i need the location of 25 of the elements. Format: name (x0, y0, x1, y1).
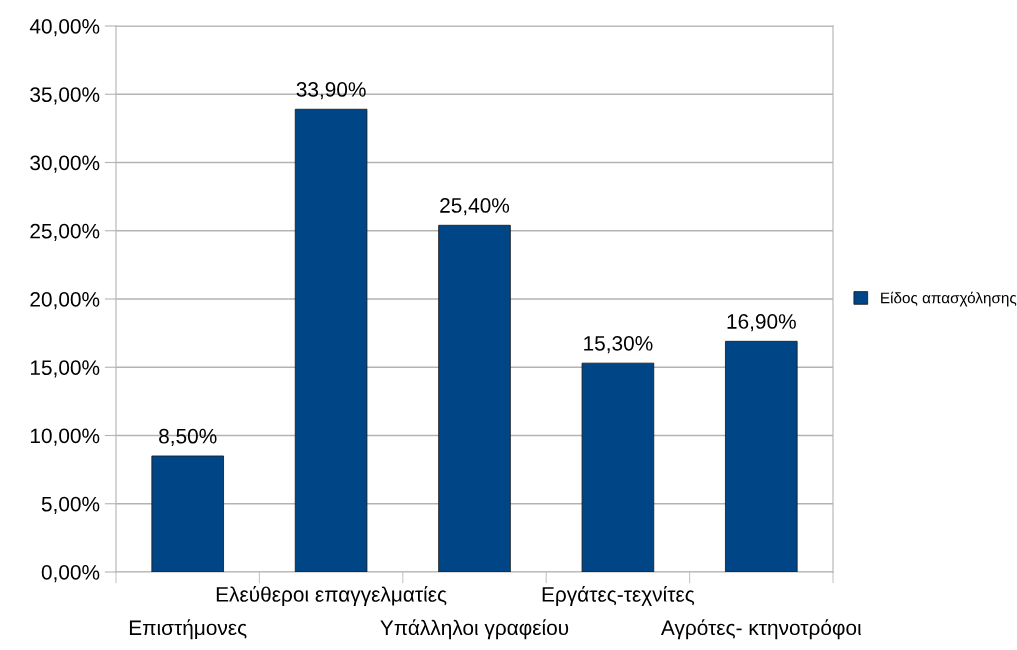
bar (581, 362, 655, 572)
x-tick-label: Αγρότες- κτηνοτρόφοι (660, 619, 862, 640)
y-tick-label: 40,00% (29, 19, 100, 37)
data-label: 25,40% (440, 198, 510, 216)
bar (438, 224, 511, 572)
bar (725, 340, 798, 572)
x-tick-label: Εργάτες-τεχνίτες (542, 585, 695, 606)
bar (151, 455, 224, 572)
legend-label: Είδος απασχόλησης (881, 291, 1017, 307)
x-tick-label: Επιστήμονες (129, 619, 247, 640)
x-tick-label: Ελεύθεροι επαγγελματίες (216, 585, 447, 606)
data-label: 16,90% (727, 314, 796, 332)
y-tick-label: 15,00% (30, 360, 100, 378)
data-label: 8,50% (159, 428, 217, 446)
bar (294, 108, 368, 572)
y-tick-label: 0,00% (41, 565, 100, 583)
y-tick-label: 10,00% (30, 428, 100, 446)
y-tick-label: 20,00% (30, 292, 100, 310)
data-label: 15,30% (584, 335, 653, 354)
y-tick-label: 35,00% (30, 87, 100, 105)
x-tick-label: Υπάλληλοι γραφείου (380, 619, 569, 640)
y-tick-label: 25,00% (30, 223, 100, 241)
data-label: 33,90% (296, 82, 366, 100)
y-tick-label: 30,00% (30, 155, 100, 173)
y-tick-label: 5,00% (41, 496, 100, 514)
